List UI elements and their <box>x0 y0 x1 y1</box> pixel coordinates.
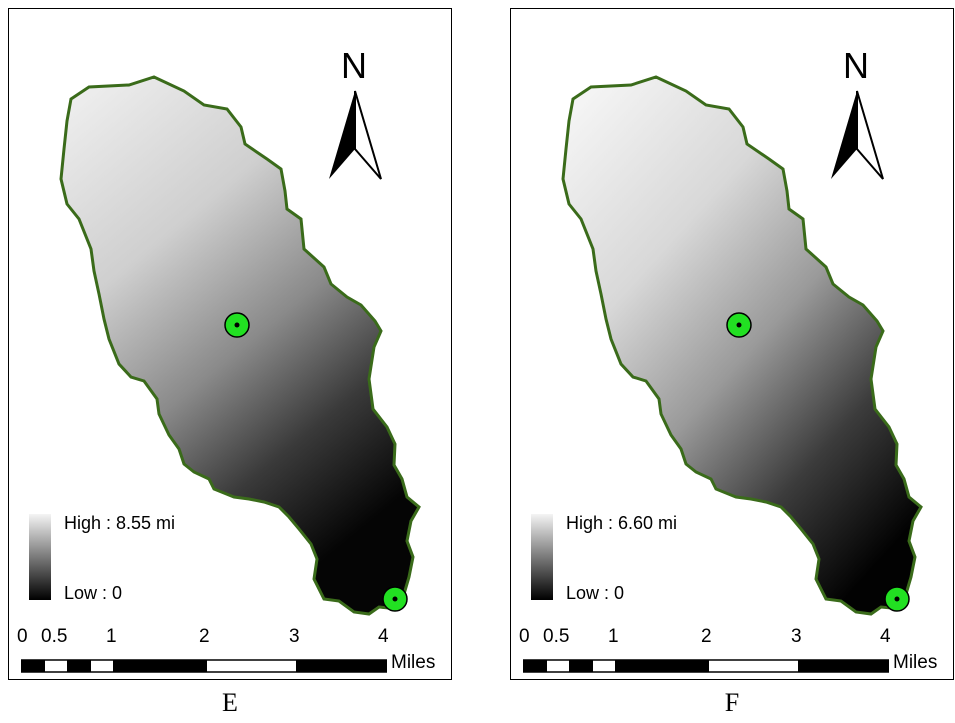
scale-tick-label: 1 <box>106 626 117 647</box>
scale-tick-label: 2 <box>199 626 210 647</box>
scale-tick-label: 2 <box>701 626 712 647</box>
north-label: N <box>843 45 869 86</box>
scale-tick-label: 4 <box>378 626 389 647</box>
scale-tick-label: 0.5 <box>543 626 570 647</box>
north-label: N <box>341 45 367 86</box>
panel-caption-e: E <box>222 688 238 717</box>
watershed-map-f <box>561 75 923 616</box>
legend-low-label: Low : 0 <box>64 583 123 603</box>
panel-caption-f: F <box>724 688 740 717</box>
map-panel-f: N High : 6.60 mi Low : 0 0 0.5 1 2 3 4 M… <box>510 8 954 680</box>
scale-unit: Miles <box>893 652 938 673</box>
legend-color-ramp <box>29 514 51 600</box>
north-arrow-icon <box>831 90 884 180</box>
scale-tick-label: 3 <box>289 626 300 647</box>
legend-high-label: High : 6.60 mi <box>566 513 678 533</box>
scale-tick-label: 0.5 <box>41 626 68 647</box>
legend-high-label: High : 8.55 mi <box>64 513 176 533</box>
scale-bar <box>21 659 387 673</box>
legend-color-ramp <box>531 514 553 600</box>
scale-unit: Miles <box>391 652 436 673</box>
scale-tick-label: 0 <box>17 626 28 647</box>
scale-tick-label: 3 <box>791 626 802 647</box>
scale-tick-label: 1 <box>608 626 619 647</box>
scale-bar <box>523 659 889 673</box>
legend-low-label: Low : 0 <box>566 583 625 603</box>
north-arrow-icon <box>329 90 382 180</box>
scale-tick-label: 4 <box>880 626 891 647</box>
scale-tick-label: 0 <box>519 626 530 647</box>
watershed-map-e <box>59 75 421 616</box>
map-panel-e: N High : 8.55 mi Low : 0 0 0.5 1 2 3 4 M… <box>8 8 452 680</box>
